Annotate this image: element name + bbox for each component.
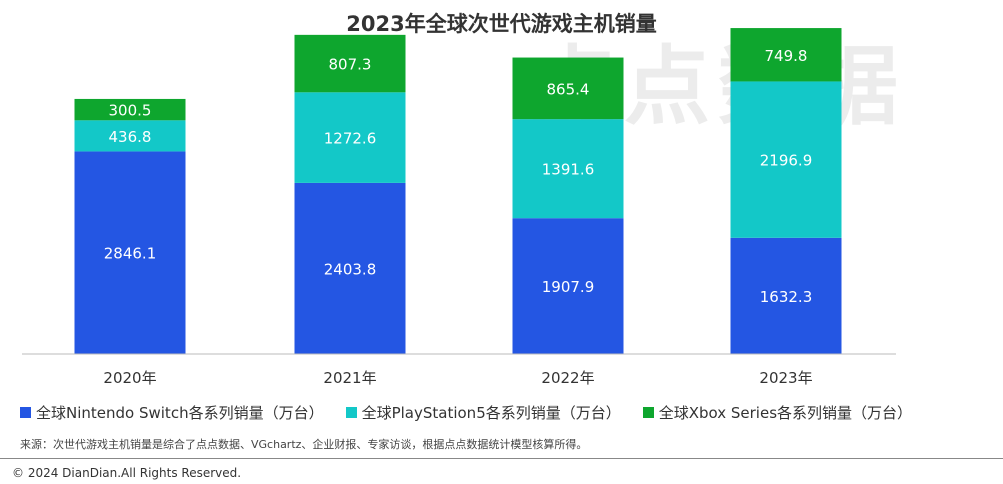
data-label-0-3: 1632.3 <box>760 288 813 306</box>
bar-0-2 <box>512 218 624 354</box>
bar-1-0 <box>74 120 186 152</box>
data-label-2-3: 749.8 <box>765 47 808 65</box>
legend-swatch-2 <box>642 406 654 418</box>
legend-item-1: 全球PlayStation5各系列销量（万台） <box>345 402 621 423</box>
x-tick-label-0: 2020年 <box>103 369 156 387</box>
data-label-0-0: 2846.1 <box>104 245 157 263</box>
footer-divider <box>0 458 1003 459</box>
source-note: 来源：次世代游戏主机销量是综合了点点数据、VGchartz、企业财报、专家访谈，… <box>20 438 588 451</box>
legend-label-0: 全球Nintendo Switch各系列销量（万台） <box>36 403 324 422</box>
bar-0-3 <box>730 237 842 354</box>
bar-1-1 <box>294 92 406 183</box>
bar-0-1 <box>294 182 406 354</box>
chart-title: 2023年全球次世代游戏主机销量 <box>346 12 657 36</box>
bar-2-1 <box>294 34 406 93</box>
bar-2-3 <box>730 28 842 82</box>
stacked-bar-chart: 2846.1 436.8 300.5 2020年 2403.8 1272.6 807.3 20… <box>22 28 896 387</box>
legend-label-1: 全球PlayStation5各系列销量（万台） <box>361 403 621 422</box>
bar-1-3 <box>730 81 842 238</box>
legend: 全球Nintendo Switch各系列销量（万台） 全球PlayStation5… <box>20 402 934 422</box>
data-label-1-3: 2196.9 <box>760 152 813 170</box>
legend-swatch-1 <box>345 406 357 418</box>
bar-2-2 <box>512 57 624 120</box>
legend-item-0: 全球Nintendo Switch各系列销量（万台） <box>20 402 324 423</box>
x-tick-label-2: 2022年 <box>541 369 594 387</box>
legend-item-2: 全球Xbox Series各系列销量（万台） <box>642 402 913 423</box>
data-label-2-1: 807.3 <box>329 56 372 74</box>
bar-2-0 <box>74 98 186 121</box>
bar-1-2 <box>512 119 624 219</box>
legend-swatch-0 <box>20 406 31 418</box>
data-label-1-0: 436.8 <box>109 128 152 146</box>
x-tick-label-1: 2021年 <box>323 369 376 387</box>
legend-label-2: 全球Xbox Series各系列销量（万台） <box>658 403 913 422</box>
data-label-0-1: 2403.8 <box>324 260 377 278</box>
x-tick-label-3: 2023年 <box>759 369 812 387</box>
data-label-0-2: 1907.9 <box>542 278 595 296</box>
data-label-2-0: 300.5 <box>109 102 152 120</box>
data-label-1-1: 1272.6 <box>324 130 377 148</box>
data-label-2-2: 865.4 <box>547 80 590 98</box>
data-label-1-2: 1391.6 <box>542 161 595 179</box>
bar-0-0 <box>74 151 186 354</box>
copyright: © 2024 DianDian.All Rights Reserved. <box>12 466 242 480</box>
